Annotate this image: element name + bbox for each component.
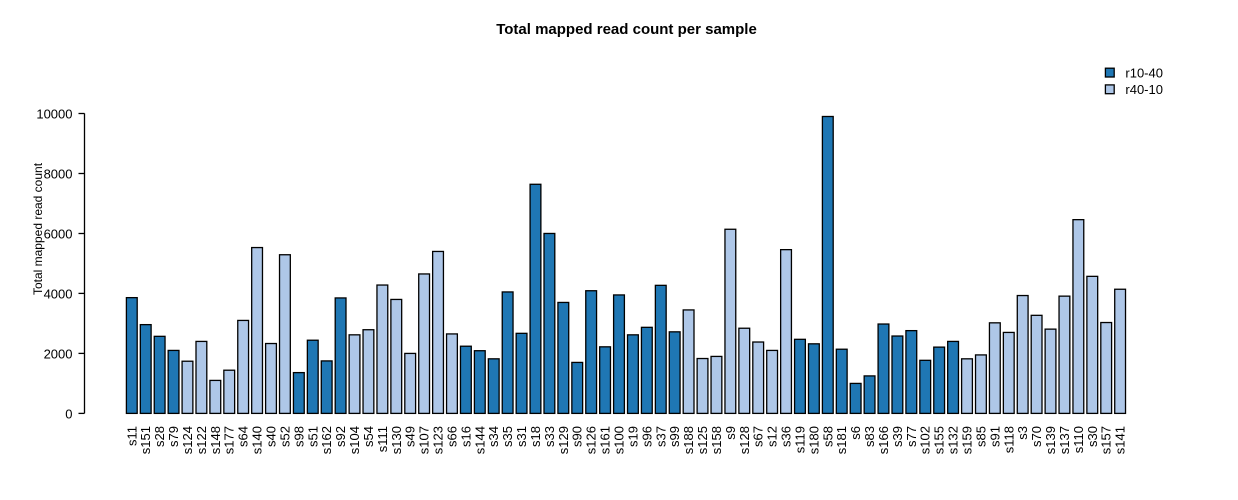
svg-text:s125: s125 <box>695 426 710 454</box>
svg-text:s130: s130 <box>389 426 404 454</box>
svg-text:s157: s157 <box>1099 426 1114 454</box>
svg-text:s122: s122 <box>194 426 209 454</box>
svg-text:s110: s110 <box>1071 426 1086 453</box>
svg-text:s67: s67 <box>751 426 766 447</box>
svg-text:s90: s90 <box>570 426 585 447</box>
svg-text:s3: s3 <box>1015 426 1030 440</box>
svg-text:s83: s83 <box>862 426 877 447</box>
svg-text:s107: s107 <box>417 426 432 454</box>
svg-text:s139: s139 <box>1043 426 1058 454</box>
svg-text:s70: s70 <box>1029 426 1044 447</box>
svg-text:s96: s96 <box>639 426 654 447</box>
svg-text:s85: s85 <box>973 426 988 447</box>
svg-text:s141: s141 <box>1113 426 1128 454</box>
svg-text:s102: s102 <box>918 426 933 454</box>
svg-text:s58: s58 <box>820 426 835 447</box>
svg-text:s35: s35 <box>500 426 515 447</box>
svg-text:8000: 8000 <box>44 167 73 182</box>
svg-text:4000: 4000 <box>44 287 73 302</box>
svg-text:s148: s148 <box>208 426 223 454</box>
svg-text:s128: s128 <box>737 426 752 454</box>
svg-text:s39: s39 <box>890 426 905 447</box>
svg-text:s12: s12 <box>765 426 780 447</box>
svg-text:s11: s11 <box>124 426 139 446</box>
svg-text:s16: s16 <box>458 426 473 447</box>
svg-text:s151: s151 <box>138 426 153 454</box>
svg-text:s181: s181 <box>834 426 849 454</box>
svg-text:s79: s79 <box>166 426 181 447</box>
svg-text:s92: s92 <box>333 426 348 447</box>
svg-text:s33: s33 <box>542 426 557 447</box>
svg-text:s188: s188 <box>681 426 696 454</box>
svg-text:s159: s159 <box>960 426 975 454</box>
svg-text:s111: s111 <box>375 426 390 452</box>
svg-text:2000: 2000 <box>44 347 73 362</box>
svg-text:s155: s155 <box>932 426 947 454</box>
svg-text:r40-10: r40-10 <box>1125 82 1163 97</box>
svg-text:s123: s123 <box>431 426 446 454</box>
svg-text:s52: s52 <box>277 426 292 447</box>
svg-text:Total mapped read count: Total mapped read count <box>31 162 45 295</box>
svg-text:s126: s126 <box>584 426 599 454</box>
svg-text:s9: s9 <box>723 426 738 440</box>
svg-text:s98: s98 <box>291 426 306 447</box>
svg-text:s166: s166 <box>876 426 891 454</box>
svg-text:s161: s161 <box>598 426 613 454</box>
svg-text:s18: s18 <box>528 426 543 447</box>
svg-text:s64: s64 <box>236 426 251 447</box>
svg-text:s99: s99 <box>667 426 682 447</box>
svg-text:0: 0 <box>65 407 72 422</box>
svg-text:s91: s91 <box>987 426 1002 447</box>
svg-text:s162: s162 <box>319 426 334 454</box>
svg-text:s34: s34 <box>486 426 501 447</box>
svg-text:s28: s28 <box>152 426 167 447</box>
svg-text:s40: s40 <box>264 426 279 447</box>
svg-text:s49: s49 <box>403 426 418 447</box>
svg-text:s51: s51 <box>305 426 320 447</box>
svg-text:s124: s124 <box>180 426 195 454</box>
svg-text:s36: s36 <box>779 426 794 447</box>
svg-text:r10-40: r10-40 <box>1125 65 1163 80</box>
svg-text:s144: s144 <box>472 426 487 454</box>
svg-text:s119: s119 <box>792 426 807 453</box>
svg-text:s180: s180 <box>806 426 821 454</box>
svg-text:s137: s137 <box>1057 426 1072 454</box>
svg-text:s158: s158 <box>709 426 724 454</box>
svg-text:s54: s54 <box>361 426 376 447</box>
svg-text:s104: s104 <box>347 426 362 454</box>
svg-text:Total mapped read count per sa: Total mapped read count per sample <box>496 21 757 38</box>
svg-text:s140: s140 <box>250 426 265 454</box>
svg-text:s31: s31 <box>514 426 529 447</box>
svg-text:s129: s129 <box>556 426 571 454</box>
svg-text:s132: s132 <box>946 426 961 454</box>
svg-text:s118: s118 <box>1001 426 1016 453</box>
svg-text:s19: s19 <box>625 426 640 447</box>
svg-text:s100: s100 <box>612 426 627 454</box>
svg-text:s6: s6 <box>848 426 863 440</box>
svg-text:s37: s37 <box>653 426 668 447</box>
svg-text:s177: s177 <box>222 426 237 454</box>
svg-text:s30: s30 <box>1085 426 1100 447</box>
svg-text:s77: s77 <box>904 426 919 447</box>
svg-text:10000: 10000 <box>36 107 72 122</box>
svg-text:6000: 6000 <box>44 227 73 242</box>
svg-text:s66: s66 <box>444 426 459 447</box>
